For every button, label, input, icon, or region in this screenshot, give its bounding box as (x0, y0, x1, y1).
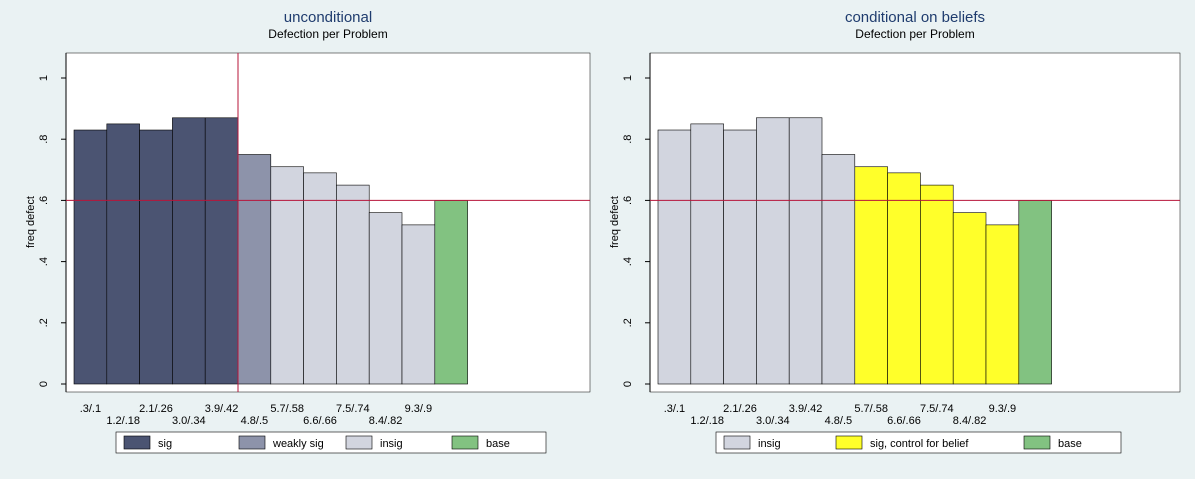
legend-swatch-base (1023, 435, 1051, 450)
bar-4 (756, 117, 790, 385)
bar-6 (237, 154, 272, 385)
bar-9 (336, 184, 370, 385)
bar-12 (1018, 200, 1052, 385)
y-tick-label: .4 (622, 257, 634, 266)
y-tick-label: 0 (622, 381, 634, 387)
x-tick-label: 6.6/.66 (887, 415, 921, 427)
x-tick-label: 3.9/.42 (789, 403, 823, 415)
y-tick-label: 1 (38, 75, 50, 81)
x-tick-label: 9.3/.9 (405, 403, 433, 415)
legend-swatch-weakly_sig (238, 435, 266, 450)
x-tick-label: 2.1/.26 (139, 403, 173, 415)
bar-6 (821, 154, 856, 385)
legend-label-sig: sig (158, 438, 172, 450)
x-tick-label: 5.7/.58 (270, 403, 304, 415)
chart-title: unconditional (284, 9, 372, 26)
bar-9 (920, 184, 954, 385)
x-tick-label: 3.0/.34 (756, 415, 790, 427)
x-tick-label: 8.4/.82 (953, 415, 987, 427)
bar-7 (854, 166, 888, 385)
y-tick-label: .2 (38, 318, 50, 327)
bar-8 (887, 172, 921, 385)
x-tick-label: 9.3/.9 (989, 403, 1017, 415)
bar-5 (788, 117, 823, 385)
y-tick-label: 1 (622, 75, 634, 81)
x-tick-label: 1.2/.18 (106, 415, 140, 427)
legend: sig weakly sig insig base (115, 431, 547, 454)
bar-11 (985, 224, 1020, 385)
y-axis-label: freq defect (25, 196, 37, 248)
y-tick-label: .8 (38, 135, 50, 144)
bar-12 (434, 200, 468, 385)
y-axis-label: freq defect (609, 196, 621, 248)
x-tick-label: .3/.1 (664, 403, 685, 415)
y-tick-label: .4 (38, 257, 50, 266)
bar-8 (303, 172, 337, 385)
legend-label-insig: insig (758, 438, 781, 450)
legend-label-base: base (1058, 438, 1082, 450)
legend-label-base: base (486, 438, 510, 450)
legend-swatch-insig (723, 435, 751, 450)
bar-2 (690, 123, 724, 385)
legend-swatch-sig_control (835, 435, 863, 450)
y-tick-label: .2 (622, 318, 634, 327)
x-tick-label: 3.0/.34 (172, 415, 206, 427)
chart-title: conditional on beliefs (845, 9, 985, 26)
x-tick-label: 1.2/.18 (690, 415, 724, 427)
y-tick-label: .8 (622, 135, 634, 144)
legend-label-sig_control: sig, control for belief (870, 438, 969, 450)
bar-3 (723, 129, 757, 385)
chart-subtitle: Defection per Problem (855, 27, 974, 41)
x-tick-label: 5.7/.58 (854, 403, 888, 415)
bar-1 (73, 129, 108, 385)
bar-10 (952, 212, 987, 385)
y-tick-label: .6 (38, 196, 50, 205)
legend: insig sig, control for belief base (715, 431, 1122, 454)
x-tick-label: 8.4/.82 (369, 415, 403, 427)
legend-swatch-sig (123, 435, 151, 450)
bar-4 (172, 117, 206, 385)
bar-10 (368, 212, 403, 385)
legend-box (115, 431, 547, 454)
y-tick-label: .6 (622, 196, 634, 205)
legend-box (715, 431, 1122, 454)
bar-3 (139, 129, 173, 385)
bar-2 (106, 123, 140, 385)
x-tick-label: 4.8/.5 (825, 415, 853, 427)
bar-7 (270, 166, 304, 385)
x-tick-label: .3/.1 (80, 403, 101, 415)
legend-label-insig: insig (380, 438, 403, 450)
y-tick-label: 0 (38, 381, 50, 387)
legend-swatch-base (451, 435, 479, 450)
x-tick-label: 7.5/.74 (920, 403, 954, 415)
x-tick-label: 2.1/.26 (723, 403, 757, 415)
bar-11 (401, 224, 436, 385)
legend-label-weakly_sig: weakly sig (272, 438, 324, 450)
x-tick-label: 4.8/.5 (241, 415, 269, 427)
x-tick-label: 7.5/.74 (336, 403, 370, 415)
legend-swatch-insig (345, 435, 373, 450)
x-tick-label: 6.6/.66 (303, 415, 337, 427)
bar-5 (204, 117, 239, 385)
bar-1 (657, 129, 692, 385)
chart-subtitle: Defection per Problem (268, 27, 387, 41)
x-tick-label: 3.9/.42 (205, 403, 239, 415)
